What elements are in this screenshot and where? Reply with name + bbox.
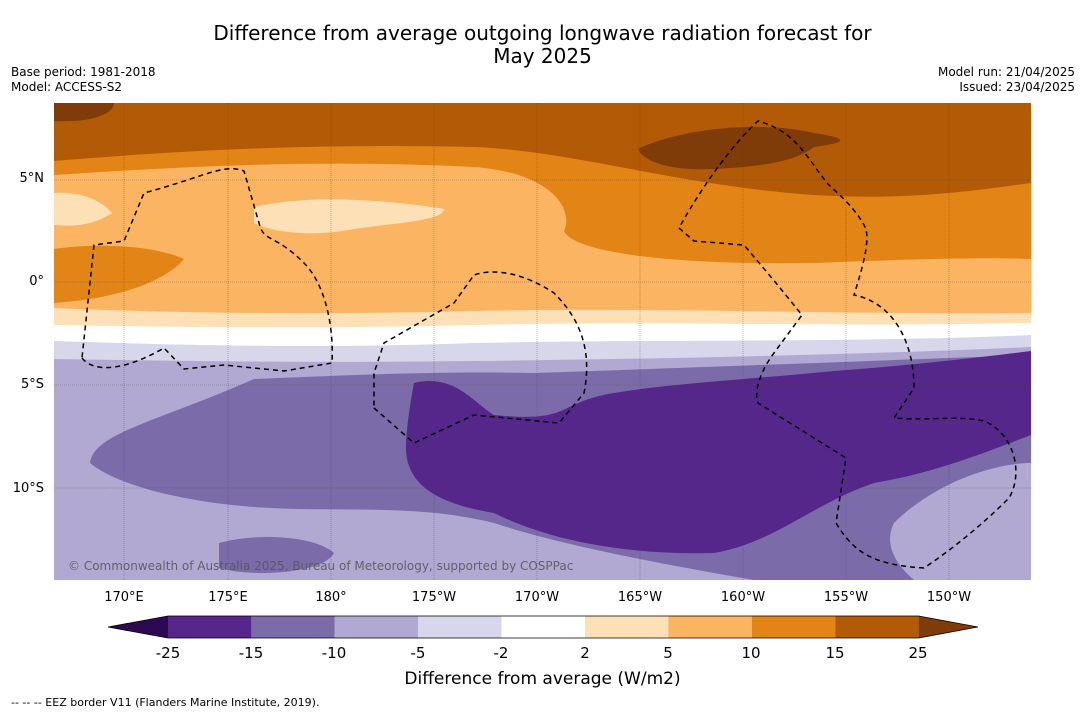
colorbar-segment-9	[835, 616, 919, 638]
graticule	[54, 103, 1031, 580]
band-neg10-neg5-patch-2	[890, 463, 1031, 580]
copyright-text: © Commonwealth of Australia 2025, Bureau…	[68, 559, 574, 573]
model-text: Model: ACCESS-S2	[11, 80, 123, 94]
colorbar-tick-5: -2	[493, 644, 509, 662]
band-over-25-patch-2	[54, 103, 114, 122]
map-title: Difference from average outgoing longwav…	[0, 22, 1085, 68]
lat-label-0: 0°	[29, 274, 44, 289]
lon-label-170w: 170°W	[514, 590, 560, 605]
colorbar-segment-below-min	[108, 616, 168, 638]
lon-label-170e: 170°E	[104, 590, 144, 605]
band-neg15-neg10-patch	[219, 537, 334, 573]
lon-label-155w: 155°W	[823, 590, 869, 605]
lon-label-175e: 175°E	[208, 590, 248, 605]
colorbar	[108, 615, 978, 639]
colorbar-segment-3	[334, 616, 419, 638]
colorbar-tick-1: -25	[155, 644, 181, 662]
band-neg25-neg15	[405, 351, 1031, 554]
issued-text: Issued: 23/04/2025	[959, 80, 1075, 94]
olr-anomaly-map	[54, 103, 1031, 580]
colorbar-segment-2	[251, 616, 335, 638]
base-period-text: Base period: 1981-2018	[11, 65, 156, 79]
colorbar-segment-6	[585, 616, 669, 638]
colorbar-tick-2: -15	[238, 644, 264, 662]
eez-legend-note: -- -- -- EEZ border V11 (Flanders Marine…	[11, 696, 320, 709]
eez-borders	[81, 120, 1017, 569]
colorbar-segment-7	[668, 616, 752, 638]
lat-label-10s: 10°S	[12, 481, 44, 496]
band-2-5-patch-2	[254, 199, 444, 234]
lat-label-5s: 5°S	[20, 377, 44, 392]
meta-right: Model run: 21/04/2025 Issued: 23/04/2025	[938, 65, 1075, 95]
colorbar-title: Difference from average (W/m2)	[404, 669, 681, 689]
title-line-1: Difference from average outgoing longwav…	[213, 21, 872, 45]
colorbar-segment-above-max	[918, 616, 978, 638]
lat-label-5n: 5°N	[19, 171, 45, 186]
colorbar-segment-8	[751, 616, 836, 638]
meta-left: Base period: 1981-2018 Model: ACCESS-S2	[11, 65, 156, 95]
colorbar-tick-7: 5	[663, 644, 673, 662]
lon-label-165w: 165°W	[617, 590, 663, 605]
lon-label-160w: 160°W	[720, 590, 766, 605]
band-2-5-patch-1	[54, 192, 112, 226]
colorbar-tick-9: 15	[825, 644, 845, 662]
colorbar-tick-10: 25	[908, 644, 928, 662]
colorbar-segment-4	[418, 616, 502, 638]
lon-label-150w: 150°W	[926, 590, 972, 605]
lon-label-180: 180°	[315, 590, 347, 605]
colorbar-tick-8: 10	[741, 644, 761, 662]
map-area	[54, 103, 1031, 580]
lon-label-175w: 175°W	[411, 590, 457, 605]
band-neg10-neg5-patch-1	[54, 463, 144, 553]
title-line-2: May 2025	[493, 44, 592, 68]
band-10-15-patch	[54, 245, 184, 303]
colorbar-segment-1	[168, 616, 252, 638]
colorbar-tick-3: -10	[321, 644, 347, 662]
model-run-text: Model run: 21/04/2025	[937, 65, 1075, 79]
colorbar-tick-6: 2	[580, 644, 590, 662]
colorbar-tick-4: -5	[410, 644, 426, 662]
colorbar-segment-5	[501, 616, 585, 638]
